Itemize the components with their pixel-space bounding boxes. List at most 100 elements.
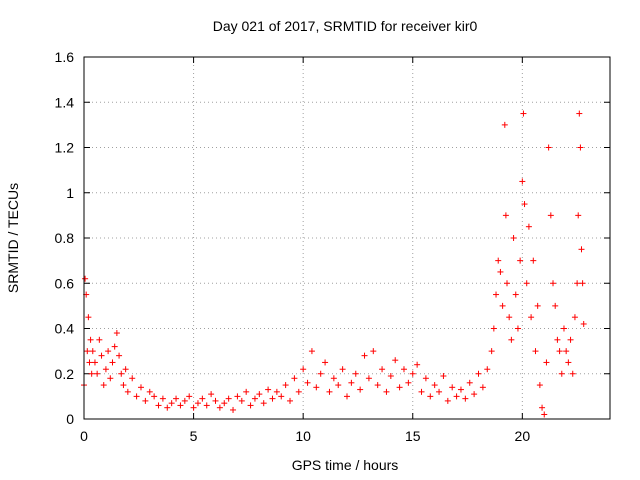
data-point [444,397,451,404]
data-point [89,348,96,355]
data-point [291,375,298,382]
data-point [520,110,527,117]
data-point [142,397,149,404]
data-point [519,178,526,185]
data-point [194,400,201,407]
data-point [111,343,118,350]
data-point [247,402,254,409]
data-point [579,280,586,287]
x-tick-label: 20 [515,428,531,444]
data-point [370,348,377,355]
data-point [173,395,180,402]
data-point [396,384,403,391]
data-point [251,395,258,402]
data-point [453,393,460,400]
data-point [100,382,107,389]
y-tick-label: 1 [66,185,74,201]
data-point [536,382,543,389]
data-point [234,393,241,400]
data-point [506,314,513,321]
data-point [186,393,193,400]
data-point [113,330,120,337]
data-point [159,395,166,402]
data-point [203,402,210,409]
data-point [164,404,171,411]
data-point [550,280,557,287]
data-point [436,388,443,395]
data-point [120,382,127,389]
data-point [287,397,294,404]
data-point [571,314,578,321]
data-point [422,375,429,382]
data-point [98,352,105,359]
data-point [168,400,175,407]
data-point [530,257,537,264]
data-point [499,302,506,309]
data-point [94,370,101,377]
data-point [199,395,206,402]
data-point [576,110,583,117]
data-point [102,366,109,373]
data-point [85,314,92,321]
data-point [510,235,517,241]
data-point [208,391,215,398]
data-point [181,397,188,404]
gridlines [84,57,610,419]
x-tick-label: 5 [190,428,198,444]
data-point [502,212,509,219]
data-point [300,366,307,373]
y-tick-label: 0 [66,411,74,427]
data-point [190,404,197,411]
data-point [96,336,103,343]
data-point [326,388,333,395]
data-point [278,393,285,400]
data-point [317,370,324,377]
data-point [304,379,311,386]
data-point [539,404,546,411]
data-point [578,246,585,253]
data-point [490,325,497,332]
data-point [155,402,162,409]
data-point [563,348,570,355]
data-point [374,382,381,389]
y-axis-label: SRMTID / TECUs [5,183,21,293]
data-point [357,386,364,393]
data-point [580,320,587,327]
data-point [567,336,574,343]
data-point [431,382,438,389]
data-point [308,348,315,355]
data-point [488,348,495,355]
data-point [514,325,521,332]
data-point [409,370,416,377]
data-point [479,384,486,391]
data-point [503,280,510,287]
data-point [462,395,469,402]
data-point [335,382,342,389]
data-point [508,336,515,343]
data-point [471,391,478,398]
data-point [116,352,123,359]
x-axis-label: GPS time / hours [292,457,399,473]
data-point [313,384,320,391]
x-tick-label: 15 [405,428,421,444]
data-point [565,359,572,366]
data-point [495,257,502,264]
data-point [543,359,550,366]
data-point [230,406,237,413]
data-point [521,201,528,208]
data-point [133,393,140,400]
data-point [528,314,535,321]
data-point [177,402,184,409]
data-point [556,348,563,355]
data-point [560,325,567,332]
data-point [91,359,98,366]
data-point [330,375,337,382]
data-point [105,348,112,355]
data-point [517,257,524,264]
y-tick-label: 0.6 [55,275,75,291]
data-point [569,370,576,377]
data-point [414,361,421,368]
data-point [457,386,464,393]
data-point [344,393,350,400]
